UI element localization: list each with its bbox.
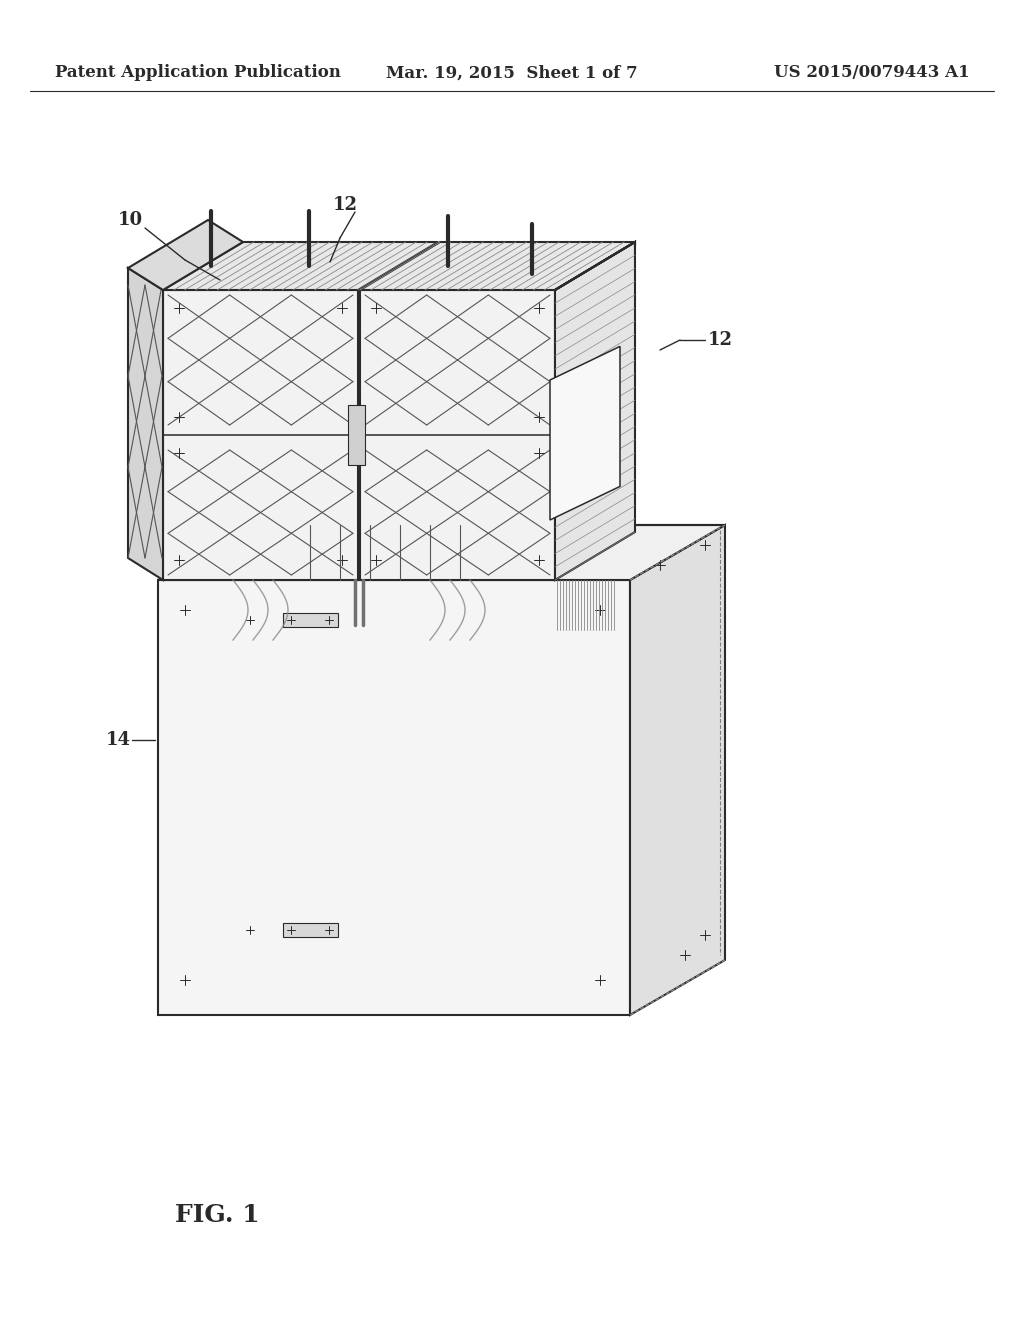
Circle shape xyxy=(176,601,194,619)
Text: 12: 12 xyxy=(708,331,732,348)
Circle shape xyxy=(243,923,257,937)
Polygon shape xyxy=(128,220,243,290)
Circle shape xyxy=(323,924,335,936)
Circle shape xyxy=(368,300,384,315)
Text: US 2015/0079443 A1: US 2015/0079443 A1 xyxy=(774,65,970,81)
Circle shape xyxy=(176,972,194,989)
Circle shape xyxy=(531,409,547,425)
Circle shape xyxy=(171,300,187,315)
Polygon shape xyxy=(630,525,725,1015)
Polygon shape xyxy=(158,579,630,1015)
Polygon shape xyxy=(158,525,725,579)
Circle shape xyxy=(531,300,547,315)
Circle shape xyxy=(368,552,384,568)
Text: 12: 12 xyxy=(333,195,357,214)
Polygon shape xyxy=(360,242,635,290)
FancyBboxPatch shape xyxy=(283,923,338,937)
Circle shape xyxy=(171,552,187,568)
Circle shape xyxy=(575,414,605,445)
Circle shape xyxy=(696,536,714,554)
Circle shape xyxy=(591,972,609,989)
Polygon shape xyxy=(555,242,635,290)
Circle shape xyxy=(285,614,297,626)
Circle shape xyxy=(323,614,335,626)
Polygon shape xyxy=(550,346,620,520)
Polygon shape xyxy=(163,242,438,290)
Circle shape xyxy=(531,552,547,568)
Polygon shape xyxy=(555,242,635,579)
Circle shape xyxy=(171,445,187,461)
Polygon shape xyxy=(360,290,555,579)
Circle shape xyxy=(531,445,547,461)
Text: 14: 14 xyxy=(105,731,130,748)
Polygon shape xyxy=(348,405,365,465)
Circle shape xyxy=(652,557,668,573)
Polygon shape xyxy=(163,290,358,579)
Circle shape xyxy=(696,927,714,944)
Circle shape xyxy=(243,612,257,627)
Circle shape xyxy=(285,924,297,936)
Text: Patent Application Publication: Patent Application Publication xyxy=(55,65,341,81)
Circle shape xyxy=(677,946,693,964)
Circle shape xyxy=(334,552,350,568)
Circle shape xyxy=(334,300,350,315)
Text: Mar. 19, 2015  Sheet 1 of 7: Mar. 19, 2015 Sheet 1 of 7 xyxy=(386,65,638,81)
Polygon shape xyxy=(555,242,635,290)
Text: 10: 10 xyxy=(118,211,142,228)
Circle shape xyxy=(591,601,609,619)
Polygon shape xyxy=(128,268,163,579)
Circle shape xyxy=(171,409,187,425)
FancyBboxPatch shape xyxy=(283,612,338,627)
Text: FIG. 1: FIG. 1 xyxy=(175,1203,260,1228)
